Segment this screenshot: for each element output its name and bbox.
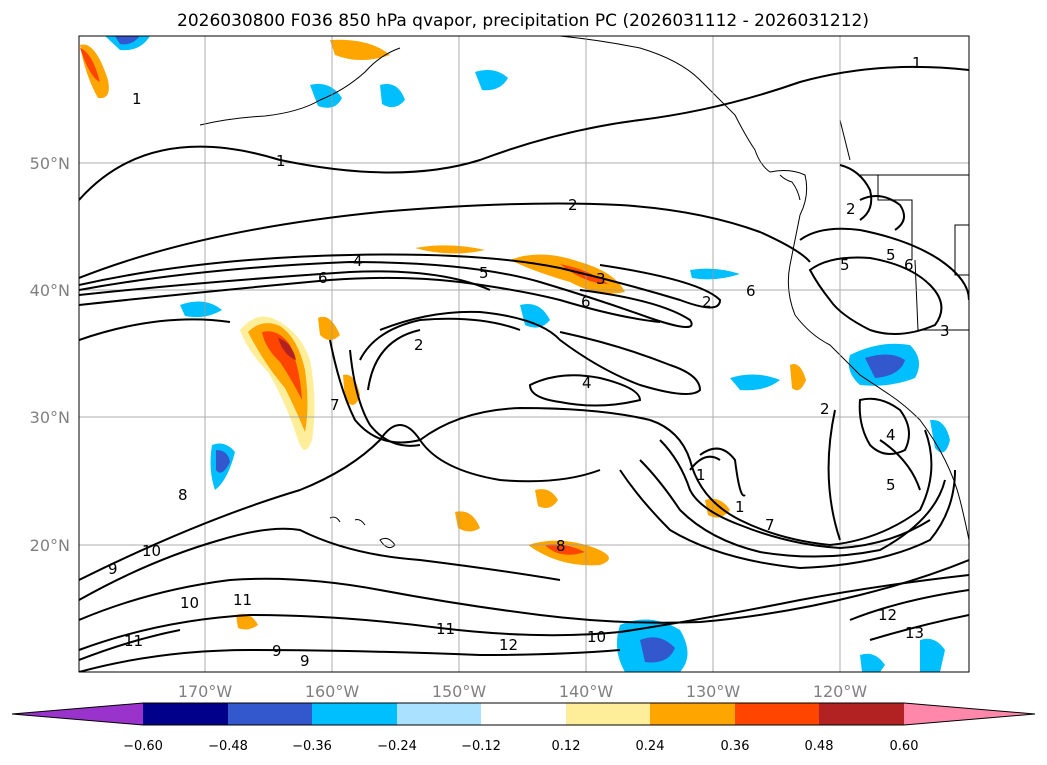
lon-label-140w: 140°W [559, 682, 614, 701]
lon-label-130w: 130°W [686, 682, 741, 701]
contour-labels: 1 1 2 4 6 5 3 6 2 2 4 7 8 9 10 11 11 10 … [108, 54, 950, 670]
latitude-labels: 50°N 40°N 30°N 20°N [30, 154, 70, 555]
colorbar-tick: 0.60 [890, 739, 919, 754]
contour-label: 7 [330, 396, 340, 414]
contour-label: 9 [300, 652, 310, 670]
contour-label: 2 [414, 336, 424, 354]
contour-label: 12 [878, 606, 897, 624]
contour-label: 5 [840, 256, 850, 274]
contour-label: 1 [912, 54, 922, 72]
colorbar-segment [312, 703, 397, 725]
lon-label-150w: 150°W [432, 682, 487, 701]
colorbar-tick: 0.48 [805, 739, 834, 754]
colorbar-tick: −0.36 [292, 739, 332, 754]
colorbar-tick: 0.24 [636, 739, 665, 754]
lat-label-20n: 20°N [30, 536, 70, 555]
colorbar-extend-right [904, 703, 1035, 725]
colorbar-tick: −0.12 [461, 739, 501, 754]
colorbar-extend-left [12, 703, 143, 725]
contour-label: 5 [886, 476, 896, 494]
colorbar-segment [566, 703, 650, 725]
contour-label: 8 [556, 537, 566, 555]
contour-label: 2 [568, 196, 578, 214]
colorbar-segment [735, 703, 819, 725]
contour-label: 10 [180, 594, 199, 612]
contour-label: 1 [276, 152, 286, 170]
contour-label: 7 [765, 516, 775, 534]
contour-label: 1 [735, 498, 745, 516]
colorbar-outline [11, 702, 1036, 726]
contour-label: 9 [272, 642, 282, 660]
contour-label: 6 [746, 282, 756, 300]
colorbar-segment [143, 703, 228, 725]
figure-title: 2026030800 F036 850 hPa qvapor, precipit… [177, 11, 869, 31]
colorbar-segment [819, 703, 904, 725]
lon-label-170w: 170°W [178, 682, 233, 701]
colorbar-tick: 0.12 [552, 739, 581, 754]
contour-label: 6 [318, 269, 328, 287]
contour-label: 11 [233, 591, 252, 609]
contour-label: 6 [581, 293, 591, 311]
lat-label-40n: 40°N [30, 281, 70, 300]
contour-label: 6 [904, 256, 914, 274]
contour-label: 3 [940, 322, 950, 340]
contour-label: 12 [499, 636, 518, 654]
contour-label: 11 [436, 620, 455, 638]
contour-label: 2 [702, 293, 712, 311]
contour-label: 1 [696, 466, 706, 484]
contour-label: 13 [905, 624, 924, 642]
colorbar-tick: −0.48 [208, 739, 248, 754]
lon-label-160w: 160°W [305, 682, 360, 701]
contour-label: 5 [886, 246, 896, 264]
colorbar-segment [650, 703, 735, 725]
lat-label-30n: 30°N [30, 408, 70, 427]
colorbar-segment [228, 703, 312, 725]
colorbar-tick: −0.60 [123, 739, 163, 754]
contour-label: 8 [178, 486, 188, 504]
coastlines [199, 36, 969, 549]
contour-label: 5 [479, 264, 489, 282]
contour-label: 9 [108, 560, 118, 578]
qvapor-contours [79, 65, 969, 672]
map-frame [78, 35, 970, 673]
map-panel: 1 1 2 4 6 5 3 6 2 2 4 7 8 9 10 11 11 10 … [79, 36, 969, 672]
colorbar: −0.60 −0.48 −0.36 −0.24 −0.12 0.12 0.24 … [11, 702, 1036, 754]
colorbar-segment [481, 703, 566, 725]
contour-label: 4 [582, 374, 592, 392]
contour-label: 4 [353, 252, 363, 270]
colorbar-tick: −0.24 [377, 739, 417, 754]
contour-label: 10 [587, 628, 606, 646]
contour-label: 2 [846, 200, 856, 218]
colorbar-tick: 0.36 [721, 739, 750, 754]
contour-label: 11 [124, 632, 143, 650]
contour-label: 1 [132, 90, 142, 108]
longitude-labels: 170°W 160°W 150°W 140°W 130°W 120°W [178, 682, 868, 701]
lon-label-120w: 120°W [813, 682, 868, 701]
contour-label: 4 [886, 426, 896, 444]
colorbar-segment [397, 703, 481, 725]
contour-label: 10 [142, 542, 161, 560]
contour-label: 3 [596, 270, 606, 288]
contour-label: 2 [820, 400, 830, 418]
lat-label-50n: 50°N [30, 154, 70, 173]
